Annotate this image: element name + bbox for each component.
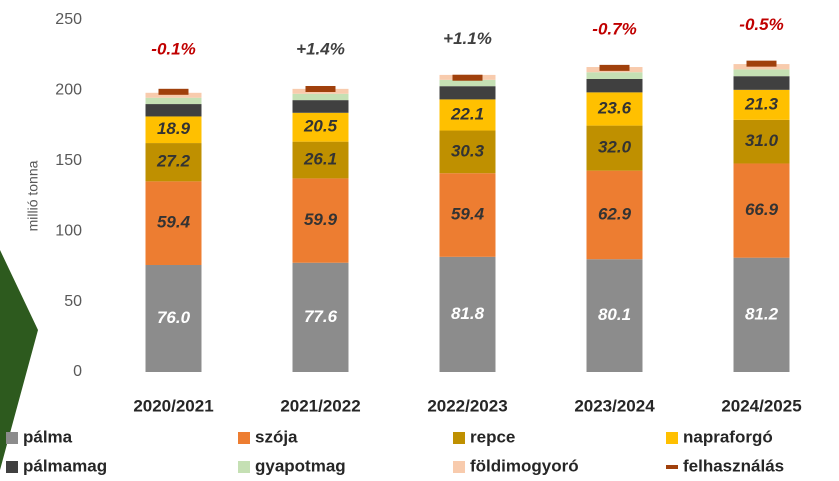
data-label: 18.9 bbox=[157, 119, 191, 138]
data-label: 62.9 bbox=[598, 204, 632, 223]
legend-swatch bbox=[238, 461, 250, 473]
bar-segment bbox=[145, 92, 202, 98]
y-tick-label: 200 bbox=[55, 82, 82, 99]
y-axis-label: millió tonna bbox=[25, 160, 41, 231]
change-annotation: -0.7% bbox=[592, 19, 636, 38]
data-label: 80.1 bbox=[598, 305, 631, 324]
bar-segment bbox=[733, 64, 790, 70]
legend-swatch bbox=[6, 432, 18, 444]
y-tick-label: 50 bbox=[64, 293, 82, 310]
usage-marker bbox=[305, 85, 336, 92]
usage-marker bbox=[452, 74, 483, 81]
bar-segment bbox=[439, 86, 496, 100]
y-tick-label: 0 bbox=[73, 363, 82, 380]
legend-label: gyapotmag bbox=[255, 456, 346, 475]
data-label: 76.0 bbox=[157, 308, 191, 327]
bar-segment bbox=[586, 78, 643, 93]
x-tick-label: 2022/2023 bbox=[427, 396, 507, 415]
change-annotation: -0.5% bbox=[739, 15, 783, 34]
bar-segment bbox=[439, 79, 496, 87]
bar-segment bbox=[292, 100, 349, 113]
data-label: 59.4 bbox=[451, 204, 485, 223]
bar-segment bbox=[586, 72, 643, 79]
legend-swatch bbox=[453, 461, 465, 473]
legend-swatch bbox=[666, 432, 678, 444]
legend-label: pálma bbox=[23, 427, 73, 446]
bar-segment bbox=[145, 264, 202, 372]
x-tick-label: 2023/2024 bbox=[574, 396, 655, 415]
bar-segment bbox=[439, 130, 496, 174]
bar-segment bbox=[733, 69, 790, 77]
change-annotation: +1.1% bbox=[443, 29, 492, 48]
usage-marker bbox=[599, 64, 630, 71]
data-label: 20.5 bbox=[303, 117, 338, 136]
data-label: 23.6 bbox=[597, 98, 632, 117]
bar-segment bbox=[733, 89, 790, 120]
legend-label: repce bbox=[470, 427, 515, 446]
y-tick-label: 150 bbox=[55, 152, 82, 169]
bar-segment bbox=[586, 259, 643, 372]
bar-segment bbox=[439, 99, 496, 131]
bar-segment bbox=[733, 163, 790, 258]
legend-label: földimogyoró bbox=[470, 456, 579, 475]
legend-swatch bbox=[238, 432, 250, 444]
data-label: 59.9 bbox=[304, 210, 338, 229]
bar-segment bbox=[733, 257, 790, 372]
legend-label: szója bbox=[255, 427, 298, 446]
bar-segment bbox=[145, 116, 202, 144]
change-annotation: -0.1% bbox=[151, 39, 195, 58]
bar-segment bbox=[586, 92, 643, 126]
usage-marker bbox=[158, 88, 189, 95]
data-label: 22.1 bbox=[450, 104, 484, 123]
bar-segment bbox=[292, 112, 349, 142]
legend-swatch bbox=[6, 461, 18, 473]
y-tick-label: 250 bbox=[55, 11, 82, 28]
bar-segment bbox=[439, 173, 496, 257]
usage-marker bbox=[746, 60, 777, 67]
legend-swatch bbox=[453, 432, 465, 444]
data-label: 21.3 bbox=[744, 94, 779, 113]
data-label: 31.0 bbox=[745, 131, 779, 150]
decor-arrow bbox=[0, 250, 38, 470]
bar-segment bbox=[292, 93, 349, 101]
data-label: 81.8 bbox=[451, 304, 485, 323]
legend-label: napraforgó bbox=[683, 427, 773, 446]
data-label: 66.9 bbox=[745, 200, 779, 219]
bar-segment bbox=[439, 256, 496, 372]
bar-segment bbox=[586, 125, 643, 171]
legend-label: pálmamag bbox=[23, 456, 107, 475]
bar-segment bbox=[292, 178, 349, 263]
legend-label: felhasználás bbox=[683, 456, 784, 475]
bar-segment bbox=[145, 97, 202, 105]
data-label: 81.2 bbox=[745, 304, 779, 323]
x-tick-label: 2020/2021 bbox=[133, 396, 213, 415]
bar-segment bbox=[292, 262, 349, 372]
bar-segment bbox=[145, 143, 202, 182]
data-label: 32.0 bbox=[598, 138, 632, 157]
bar-segment bbox=[733, 119, 790, 164]
data-label: 26.1 bbox=[303, 150, 337, 169]
data-label: 77.6 bbox=[304, 307, 338, 326]
bar-segment bbox=[145, 181, 202, 265]
change-annotation: +1.4% bbox=[296, 39, 345, 58]
bar-segment bbox=[292, 141, 349, 179]
x-tick-label: 2024/2025 bbox=[721, 396, 801, 415]
data-label: 59.4 bbox=[157, 213, 191, 232]
x-tick-label: 2021/2022 bbox=[280, 396, 360, 415]
bar-segment bbox=[145, 104, 202, 117]
bar-segment bbox=[733, 76, 790, 90]
y-tick-label: 100 bbox=[55, 222, 82, 239]
data-label: 27.2 bbox=[156, 152, 191, 171]
bar-segment bbox=[586, 170, 643, 260]
data-label: 30.3 bbox=[451, 141, 485, 160]
legend-swatch bbox=[666, 465, 678, 469]
